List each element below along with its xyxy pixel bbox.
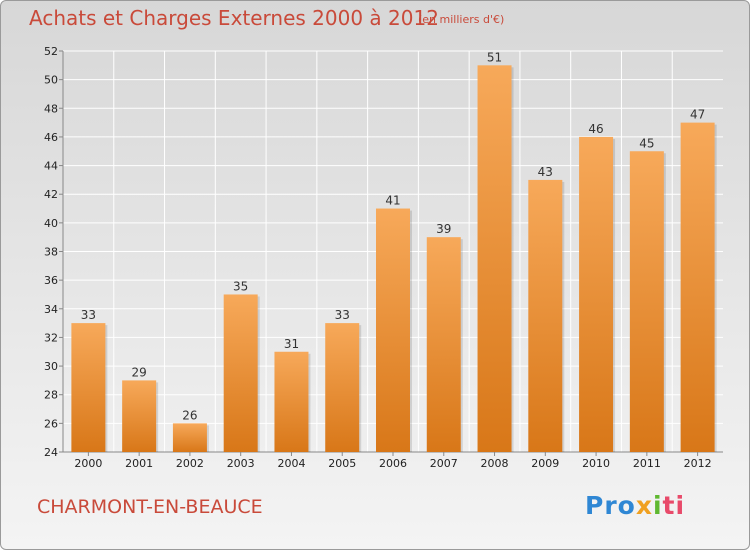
x-tick-label-2003: 2003 <box>227 457 255 470</box>
value-label-2012: 47 <box>690 108 705 122</box>
value-label-2007: 39 <box>436 222 451 236</box>
bar-2003 <box>223 294 258 452</box>
tick-labels: 24 26 28 30 32 34 36 38 40 42 44 46 48 50 52 2000 2001 20… <box>44 45 712 470</box>
value-label-2011: 45 <box>639 136 654 150</box>
value-label-2005: 33 <box>335 308 350 322</box>
value-label-2004: 31 <box>284 337 299 351</box>
bar-2002 <box>172 423 207 452</box>
x-tick-label-2008: 2008 <box>481 457 509 470</box>
x-tick-label-2009: 2009 <box>531 457 559 470</box>
value-label-2009: 43 <box>538 165 553 179</box>
logo-part-3: i <box>652 491 663 520</box>
logo-part-2: x <box>635 491 653 520</box>
bars <box>71 65 717 453</box>
bar-2001 <box>122 380 157 452</box>
bar-2006 <box>376 208 410 452</box>
x-tick-label-2001: 2001 <box>125 457 153 470</box>
y-tick-label: 40 <box>44 217 58 230</box>
value-label-2001: 29 <box>132 365 147 379</box>
value-label-2002: 26 <box>182 408 197 422</box>
x-tick-label-2004: 2004 <box>277 457 305 470</box>
x-tick-label-2012: 2012 <box>684 457 712 470</box>
logo-part-4: ti <box>662 491 686 520</box>
y-tick-label: 26 <box>44 417 58 430</box>
x-tick-label-2005: 2005 <box>328 457 356 470</box>
bar-2009 <box>528 179 563 452</box>
y-tick-label: 32 <box>44 331 58 344</box>
chart-subtitle: (en milliers d'€) <box>418 13 505 26</box>
y-tick-label: 44 <box>44 160 58 173</box>
value-label-2003: 35 <box>233 279 248 293</box>
y-tick-label: 46 <box>44 131 58 144</box>
x-tick-label-2010: 2010 <box>582 457 610 470</box>
bar-2007 <box>426 237 461 452</box>
x-tick-label-2006: 2006 <box>379 457 407 470</box>
y-tick-label: 52 <box>44 45 58 58</box>
logo-part-1: Pro <box>585 491 636 520</box>
y-tick-label: 28 <box>44 389 58 402</box>
bar-2011 <box>629 151 664 452</box>
bar-2012 <box>680 122 715 452</box>
x-tick-label-2002: 2002 <box>176 457 204 470</box>
value-label-2010: 46 <box>588 122 603 136</box>
chart-title: Achats et Charges Externes 2000 à 2012 <box>29 6 439 30</box>
bar-2000 <box>71 323 106 452</box>
bar-2008 <box>477 65 512 453</box>
y-tick-label: 30 <box>44 360 58 373</box>
bar-2005 <box>325 323 360 452</box>
y-tick-label: 38 <box>44 246 58 259</box>
y-tick-label: 50 <box>44 74 58 87</box>
x-tick-label-2007: 2007 <box>430 457 458 470</box>
y-tick-label: 34 <box>44 303 58 316</box>
proxiti-logo[interactable]: Proxiti <box>585 491 685 520</box>
x-tick-label-2000: 2000 <box>74 457 102 470</box>
y-tick-label: 48 <box>44 102 58 115</box>
y-tick-label: 42 <box>44 188 58 201</box>
value-label-2000: 33 <box>81 308 96 322</box>
value-labels: 33 29 26 35 31 33 41 39 51 43 46 45 47 <box>81 50 706 422</box>
y-tick-label: 24 <box>44 446 58 459</box>
bar-2010 <box>579 136 614 452</box>
y-tick-label: 36 <box>44 274 58 287</box>
bar-2004 <box>274 351 309 452</box>
x-tick-label-2011: 2011 <box>633 457 661 470</box>
city-name: CHARMONT-EN-BEAUCE <box>37 496 263 518</box>
value-label-2008: 51 <box>487 50 502 64</box>
value-label-2006: 41 <box>385 194 400 208</box>
